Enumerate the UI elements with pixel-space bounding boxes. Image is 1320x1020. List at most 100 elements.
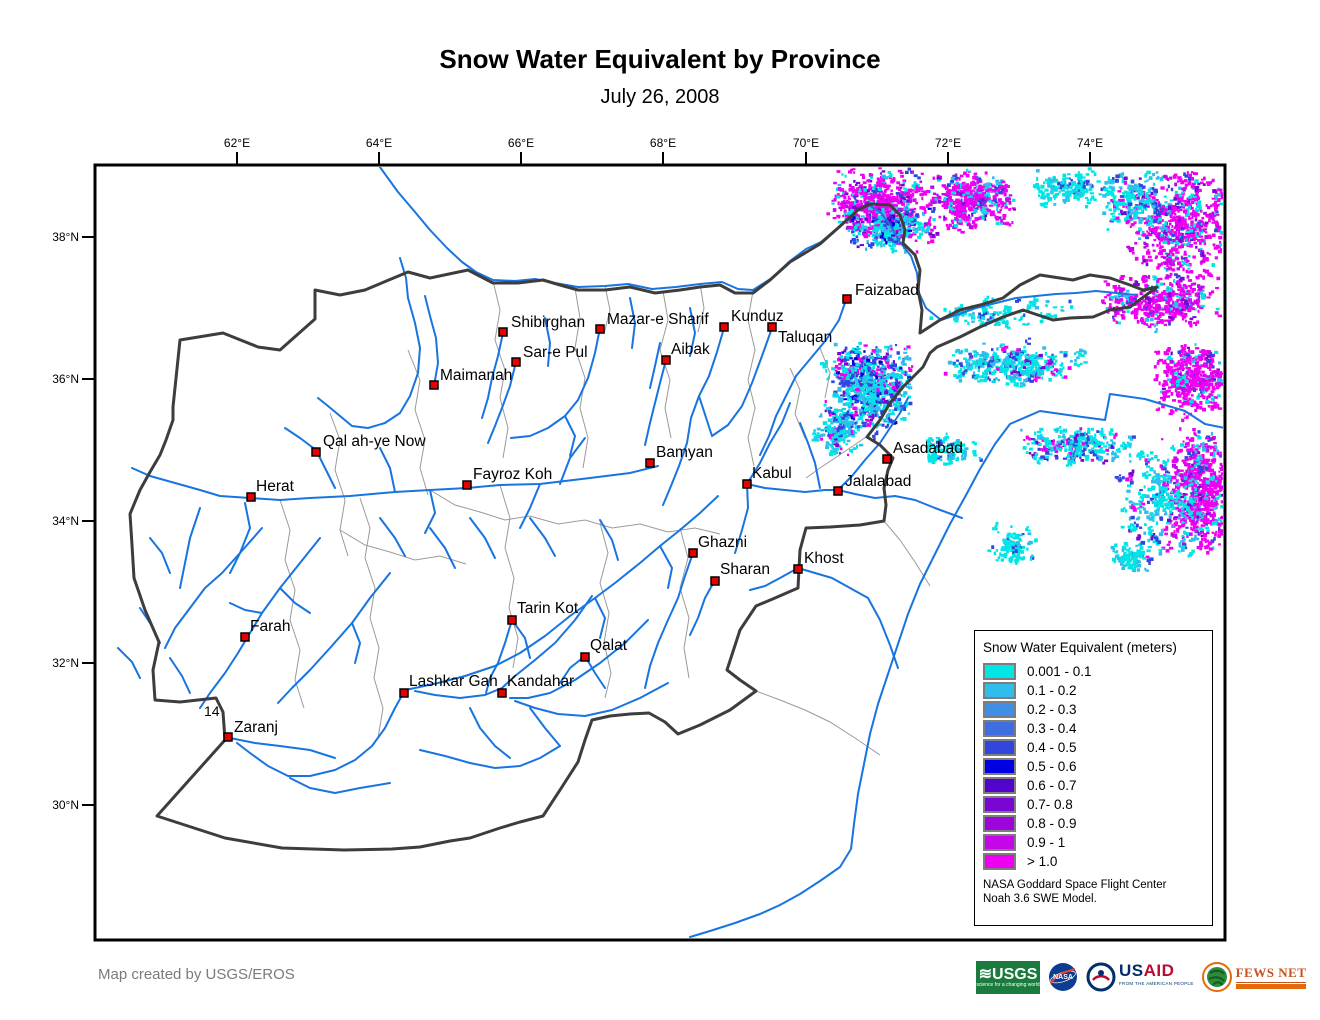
- city-marker: [462, 480, 472, 490]
- city-marker: [511, 357, 521, 367]
- legend-swatch-icon: [983, 834, 1016, 851]
- legend-item-label: 0.8 - 0.9: [1027, 816, 1077, 831]
- snow-raster-layer: [811, 167, 1223, 572]
- legend-note-line1: NASA Goddard Space Flight Center: [983, 879, 1167, 891]
- legend-swatch-icon: [983, 777, 1016, 794]
- legend-swatch-icon: [983, 758, 1016, 775]
- legend-item-label: 0.1 - 0.2: [1027, 683, 1077, 698]
- legend-item-label: 0.9 - 1: [1027, 835, 1066, 850]
- city-label: Fayroz Koh: [473, 466, 552, 483]
- legend-item-label: 0.6 - 0.7: [1027, 778, 1077, 793]
- city-label: Asadabad: [893, 440, 963, 457]
- legend-item-label: 0.4 - 0.5: [1027, 740, 1077, 755]
- city-marker: [595, 324, 605, 334]
- map-layers: 14: [117, 167, 1223, 938]
- city-label: Taluqan: [778, 329, 832, 346]
- city-marker: [507, 615, 517, 625]
- city-label: Sharan: [720, 561, 770, 578]
- lon-tick-label: 62°E: [224, 136, 250, 150]
- usaid-emblem-icon: [1086, 962, 1116, 992]
- lat-tick-label: 36°N: [52, 372, 79, 386]
- city-label: Shibirghan: [511, 314, 585, 331]
- lat-tick-label: 32°N: [52, 656, 79, 670]
- legend-item: 0.5 - 0.6: [983, 757, 1204, 776]
- latitude-axis: 38°N 36°N 34°N 32°N 30°N: [52, 230, 95, 812]
- legend-item-label: 0.3 - 0.4: [1027, 721, 1077, 736]
- city-marker: [742, 479, 752, 489]
- city-marker: [842, 294, 852, 304]
- legend-note-line2: Noah 3.6 SWE Model.: [983, 893, 1097, 905]
- city-marker: [240, 632, 250, 642]
- lat-tick-label: 30°N: [52, 798, 79, 812]
- legend-title: Snow Water Equivalent (meters): [983, 640, 1177, 655]
- lon-tick-label: 70°E: [793, 136, 819, 150]
- lon-tick-label: 66°E: [508, 136, 534, 150]
- legend-item: 0.9 - 1: [983, 833, 1204, 852]
- city-label: Jalalabad: [845, 473, 911, 490]
- longitude-axis: 62°E 64°E 66°E 68°E 70°E 72°E 74°E: [224, 136, 1103, 165]
- city-label: Mazar-e Sharif: [607, 311, 709, 328]
- city-marker: [223, 732, 233, 742]
- legend-item: 0.2 - 0.3: [983, 700, 1204, 719]
- page-subtitle: July 26, 2008: [600, 86, 720, 108]
- lon-tick-label: 72°E: [935, 136, 961, 150]
- city-label: Bamyan: [656, 444, 713, 461]
- city-label: Kandahar: [507, 673, 574, 690]
- city-marker: [497, 688, 507, 698]
- legend: Snow Water Equivalent (meters) 0.001 - 0…: [974, 630, 1213, 926]
- usaid-tagline: FROM THE AMERICAN PEOPLE: [1119, 981, 1194, 986]
- city-label: Zaranj: [234, 719, 278, 736]
- legend-item-label: 0.7- 0.8: [1027, 797, 1073, 812]
- city-marker: [645, 458, 655, 468]
- usgs-logo-text: USGS: [992, 965, 1038, 983]
- logo-strip: ≋USGS science for a changing world NASA …: [976, 957, 1307, 997]
- city-label: Kunduz: [731, 308, 784, 325]
- city-marker: [688, 548, 698, 558]
- usgs-tagline: science for a changing world: [976, 981, 1040, 988]
- legend-swatch-icon: [983, 796, 1016, 813]
- credit-text: Map created by USGS/EROS: [98, 966, 295, 983]
- city-label: Aibak: [671, 341, 710, 358]
- fews-globe-icon: [1201, 962, 1232, 992]
- map-frame: [93, 163, 1227, 942]
- city-label: Kabul: [752, 465, 792, 482]
- city-marker: [498, 327, 508, 337]
- province-boundaries: [279, 280, 931, 756]
- city-marker: [767, 322, 777, 332]
- city-label: Qal ah-ye Now: [323, 433, 426, 450]
- nasa-logo: NASA: [1049, 963, 1077, 991]
- legend-item: 0.6 - 0.7: [983, 776, 1204, 795]
- legend-swatch-icon: [983, 853, 1016, 870]
- legend-swatch-icon: [983, 663, 1016, 680]
- river-network: [117, 167, 1223, 938]
- city-marker: [833, 486, 843, 496]
- legend-note: NASA Goddard Space Flight Center Noah 3.…: [983, 878, 1204, 906]
- city-marker: [429, 380, 439, 390]
- city-marker: [399, 688, 409, 698]
- lat-tick-label: 34°N: [52, 514, 79, 528]
- city-label: Khost: [804, 550, 844, 567]
- legend-swatch-icon: [983, 682, 1016, 699]
- city-label: Faizabad: [855, 282, 919, 299]
- lon-tick-label: 64°E: [366, 136, 392, 150]
- city-layer: Faizabad Shibirghan Mazar-e Sharif Kunduz Ta…: [223, 282, 963, 742]
- city-marker: [719, 322, 729, 332]
- usaid-text-aid: AID: [1143, 961, 1175, 980]
- city-marker: [661, 355, 671, 365]
- usgs-logo: ≋USGS science for a changing world: [976, 960, 1040, 994]
- fews-net-logo: FEWS NET: [1201, 961, 1307, 993]
- nasa-logo-text: NASA: [1053, 974, 1073, 981]
- legend-swatch-icon: [983, 815, 1016, 832]
- city-label: Farah: [250, 618, 291, 635]
- legend-item-label: > 1.0: [1027, 854, 1058, 869]
- lon-tick-label: 74°E: [1077, 136, 1103, 150]
- city-marker: [882, 454, 892, 464]
- legend-swatch-icon: [983, 720, 1016, 737]
- fews-logo-text: FEWS NET: [1235, 965, 1307, 983]
- nasa-swoosh-icon: [1050, 968, 1076, 984]
- legend-item: 0.1 - 0.2: [983, 681, 1204, 700]
- legend-item: 0.8 - 0.9: [983, 814, 1204, 833]
- city-label: Tarin Kot: [517, 600, 579, 617]
